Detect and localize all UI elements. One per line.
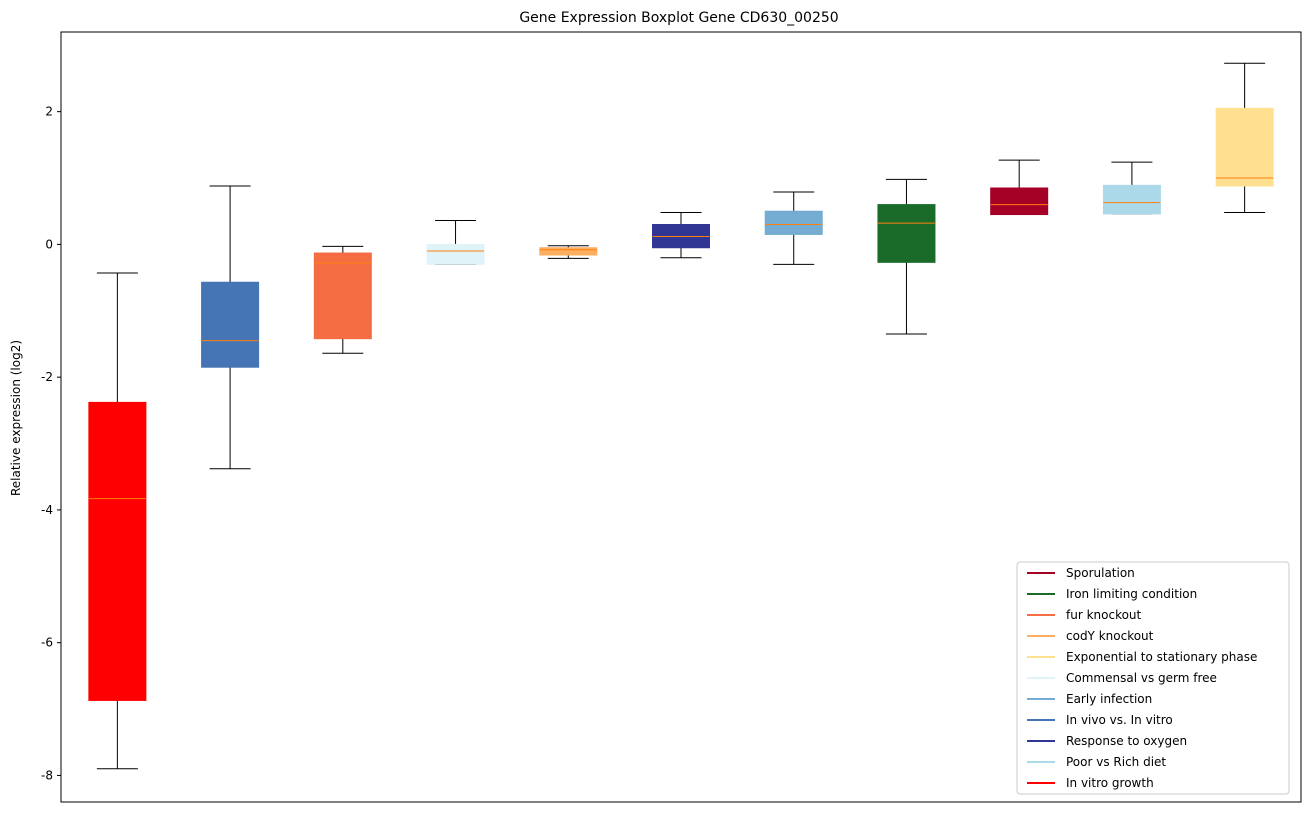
legend-label: Early infection (1066, 692, 1152, 706)
legend-label: Exponential to stationary phase (1066, 650, 1257, 664)
plot-area: -8 -6 -4 -2 0 2 (41, 31, 1302, 803)
box (764, 210, 823, 235)
box (1215, 107, 1274, 187)
y-tick-label: -4 (41, 503, 53, 517)
legend-label: fur knockout (1066, 608, 1142, 622)
box (877, 204, 936, 263)
y-tick-label: -2 (41, 370, 53, 384)
legend-label: In vivo vs. In vitro (1066, 713, 1173, 727)
chart-title: Gene Expression Boxplot Gene CD630_00250 (519, 10, 838, 26)
legend-label: Response to oxygen (1066, 734, 1187, 748)
y-axis-label: Relative expression (log2) (9, 340, 23, 496)
box-group (1215, 62, 1274, 214)
y-tick-label: -6 (41, 636, 53, 650)
legend-label: Poor vs Rich diet (1066, 755, 1166, 769)
legend-label: Commensal vs germ free (1066, 671, 1217, 685)
plot-frame (60, 31, 1302, 803)
y-tick-label: 0 (45, 237, 53, 251)
legend-box (1016, 561, 1290, 795)
box-group (539, 245, 598, 259)
box-group (990, 159, 1049, 216)
box-group (88, 272, 147, 770)
box (313, 252, 372, 340)
box (88, 401, 147, 701)
legend-label: Iron limiting condition (1066, 587, 1197, 601)
legend-label: In vitro growth (1066, 776, 1154, 790)
box-group (652, 212, 710, 259)
box-group (201, 185, 260, 470)
y-tick-label: -8 (41, 768, 53, 782)
box (990, 187, 1049, 216)
box-group (426, 220, 485, 265)
box-group (1102, 161, 1161, 215)
box (539, 247, 598, 256)
legend-label: codY knockout (1066, 629, 1154, 643)
legend: Sporulation Iron limiting condition fur kn… (1016, 561, 1290, 795)
box-group (877, 178, 936, 335)
box (426, 243, 485, 265)
box (201, 281, 260, 368)
y-tick-label: 2 (45, 105, 53, 119)
legend-label: Sporulation (1066, 566, 1135, 580)
box-group (764, 191, 823, 265)
box (1102, 184, 1161, 215)
box-group (313, 245, 372, 354)
